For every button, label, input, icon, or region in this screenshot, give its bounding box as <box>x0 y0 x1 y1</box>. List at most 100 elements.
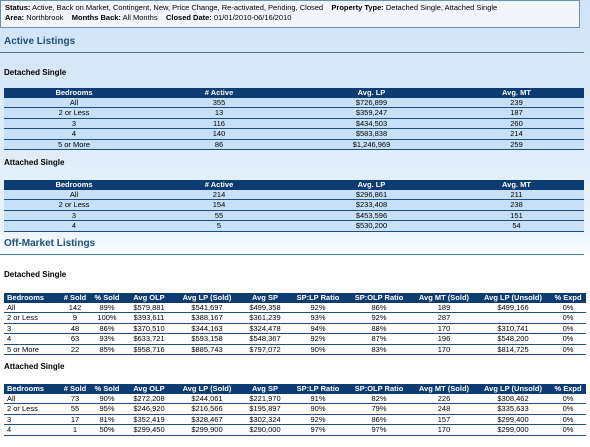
table-cell: All <box>4 302 60 313</box>
column-header: Avg MT (Sold) <box>412 293 476 303</box>
property-type-label: Property Type: <box>331 3 384 12</box>
table-row: 2 or Less 154 $233,408 238 <box>4 199 584 211</box>
table-cell: 260 <box>449 118 584 129</box>
criteria-line-2: Area: Northbrook Months Back: All Months… <box>5 13 579 23</box>
table-cell: $233,408 <box>294 199 449 211</box>
table-cell: 0% <box>550 344 586 355</box>
table-cell: 238 <box>449 199 584 211</box>
table-cell: $296,861 <box>294 189 449 200</box>
table-cell: 211 <box>449 189 584 200</box>
table-cell: 214 <box>144 189 294 200</box>
table-row: All 142 89% $579,881 $541,697 $499,358 92% 86% 1… <box>4 302 586 313</box>
column-header: Avg SP <box>240 293 290 303</box>
table-cell: $344,163 <box>174 323 240 334</box>
table-cell: 93% <box>290 312 346 324</box>
table-cell: 86 <box>144 139 294 150</box>
column-header: Avg LP (Sold) <box>174 384 240 394</box>
table-cell: 170 <box>412 424 476 436</box>
table-cell: 116 <box>144 118 294 129</box>
table-cell: 92% <box>346 312 412 324</box>
table-cell: $335,633 <box>476 403 550 415</box>
table-row: 5 or More 86 $1,246,969 259 <box>4 139 584 150</box>
table-row: All 355 $726,899 239 <box>4 97 584 108</box>
table-cell <box>476 312 550 324</box>
table-row: 4 63 93% $633,721 $593,158 $548,367 92% 87% 196 $… <box>4 333 586 345</box>
table-cell: 0% <box>550 393 586 404</box>
table-cell: 5 or More <box>4 139 144 150</box>
table-cell: 91% <box>290 393 346 404</box>
table-cell: $579,881 <box>124 302 174 313</box>
column-header: Bedrooms <box>4 384 60 394</box>
table-cell: 3 <box>4 414 60 425</box>
table-cell: 90% <box>290 403 346 415</box>
table-cell: $328,467 <box>174 414 240 425</box>
table-cell: $388,167 <box>174 312 240 324</box>
table-cell: 79% <box>346 403 412 415</box>
table-cell: 355 <box>144 97 294 108</box>
table-header-row: Bedrooms # Active Avg. LP Avg. MT <box>4 88 584 98</box>
column-header: Avg LP (Unsold) <box>476 384 550 394</box>
table-cell: $195,897 <box>240 403 290 415</box>
offmarket-attached-heading: Attached Single <box>4 362 65 371</box>
table-cell: 157 <box>412 414 476 425</box>
table-cell: $308,462 <box>476 393 550 404</box>
column-header: Avg OLP <box>124 384 174 394</box>
table-cell: 1 <box>60 424 90 436</box>
table-cell: $726,899 <box>294 97 449 108</box>
closed-date-label: Closed Date: <box>165 13 212 22</box>
active-detached-table: Bedrooms # Active Avg. LP Avg. MT All 355 $72… <box>4 88 584 150</box>
table-cell: 22 <box>60 344 90 355</box>
table-cell: 100% <box>90 312 124 324</box>
active-listings-heading: Active Listings <box>4 36 76 47</box>
table-cell: $583,838 <box>294 128 449 140</box>
column-header: Avg OLP <box>124 293 174 303</box>
offmarket-detached-table: Bedrooms # Sold% Sold Avg OLP Avg LP (Sold)… <box>4 293 586 355</box>
column-header: # Sold <box>60 384 90 394</box>
table-cell: 73 <box>60 393 90 404</box>
table-cell: 4 <box>4 424 60 436</box>
column-header: % Expd <box>550 293 586 303</box>
table-cell: $499,166 <box>476 302 550 313</box>
table-cell: $393,611 <box>124 312 174 324</box>
table-cell: 88% <box>346 323 412 334</box>
table-cell: 2 or Less <box>4 107 144 119</box>
table-cell: 48 <box>60 323 90 334</box>
column-header: Avg. MT <box>449 180 584 190</box>
table-cell: $246,920 <box>124 403 174 415</box>
table-cell: $633,721 <box>124 333 174 345</box>
table-row: All 214 $296,861 211 <box>4 189 584 200</box>
table-row: 4 5 $530,200 54 <box>4 220 584 232</box>
table-cell: $370,510 <box>124 323 174 334</box>
active-detached-heading: Detached Single <box>4 68 67 77</box>
table-cell: $548,367 <box>240 333 290 345</box>
table-cell: $814,725 <box>476 344 550 355</box>
table-cell: $885,743 <box>174 344 240 355</box>
table-row: 3 48 86% $370,510 $344,163 $324,478 94% 88% 170 $… <box>4 323 586 334</box>
table-cell: 92% <box>290 414 346 425</box>
table-cell: $310,741 <box>476 323 550 334</box>
table-cell: 92% <box>290 333 346 345</box>
table-cell: $541,697 <box>174 302 240 313</box>
column-header: Bedrooms <box>4 293 60 303</box>
offmarket-detached-heading: Detached Single <box>4 270 67 279</box>
table-cell: 287 <box>412 312 476 324</box>
table-cell: 3 <box>4 323 60 334</box>
table-cell: $593,158 <box>174 333 240 345</box>
table-cell: 87% <box>346 333 412 345</box>
table-cell: $244,061 <box>174 393 240 404</box>
months-back-value: All Months <box>122 13 158 22</box>
report-criteria-header: Status: Active, Back on Market, Continge… <box>0 0 580 28</box>
table-cell: 95% <box>90 403 124 415</box>
column-header: SP:LP Ratio <box>290 384 346 394</box>
column-header: SP:OLP Ratio <box>346 293 412 303</box>
table-cell: 187 <box>449 107 584 119</box>
table-cell: 50% <box>90 424 124 436</box>
table-header-row: Bedrooms # Active Avg. LP Avg. MT <box>4 180 584 190</box>
table-cell: 4 <box>4 128 144 140</box>
table-cell: 151 <box>449 210 584 221</box>
status-value: Active, Back on Market, Contingent, New,… <box>32 3 324 12</box>
table-cell: 0% <box>550 323 586 334</box>
column-header: % Expd <box>550 384 586 394</box>
table-cell: 85% <box>90 344 124 355</box>
column-header: Avg MT (Sold) <box>412 384 476 394</box>
